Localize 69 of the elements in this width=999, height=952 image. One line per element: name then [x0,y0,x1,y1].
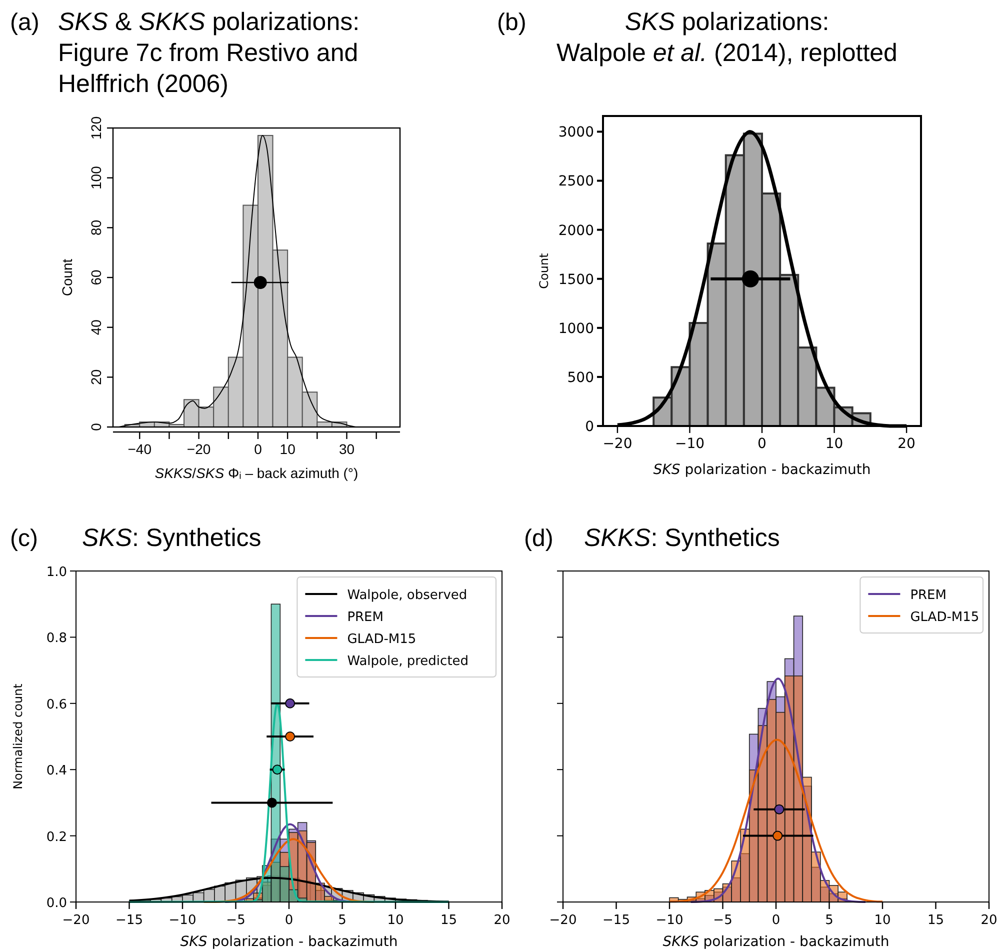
x-tick-label: 5 [338,913,346,928]
y-tick-label: 1500 [558,272,594,288]
x-tick-label: −40 [128,441,152,457]
y-axis-title: Count [59,258,75,296]
y-axis-title: Normalized count [11,683,25,790]
x-tick-label: 10 [825,436,844,452]
x-axis-title: SKKS/SKS Φᵢ – back azimuth (°) [154,465,358,481]
legend-label: GLAD-M15 [347,632,416,647]
y-axis-title: Count [537,252,551,289]
x-tick-label: −20 [186,441,211,457]
y-tick-label: 2500 [558,174,594,190]
y-tick-label: 0.4 [46,764,67,779]
x-tick-label: −5 [226,913,246,928]
y-tick-label: 0 [88,422,104,431]
x-tick-label: −10 [656,913,684,928]
x-tick-label: 20 [980,913,998,928]
x-tick-label: −15 [602,913,630,928]
y-tick-label: 20 [88,369,104,385]
y-tick-label: 0.8 [46,631,67,646]
y-tick-label: 80 [88,220,104,236]
y-tick-label: 0.6 [46,697,67,712]
x-tick-label: 0 [758,436,766,452]
legend-label: PREM [347,610,384,625]
y-tick-label: 1.0 [46,565,67,580]
text: (b) [497,9,526,36]
legend-label: PREM [910,588,947,603]
x-tick-label: 20 [494,913,510,928]
y-tick-label: 1000 [558,320,594,337]
y-tick-label: 60 [88,270,104,286]
legend-label: Walpole, observed [347,588,468,603]
x-tick-label: −15 [116,913,143,928]
x-tick-label: −10 [674,436,704,452]
x-tick-label: −5 [713,913,732,928]
y-tick-label: 2000 [558,222,594,239]
x-tick-label: −20 [62,913,90,928]
x-tick-label: 0 [254,441,262,457]
text: (c) [10,525,38,552]
x-tick-label: −20 [602,436,632,452]
y-tick-label: 120 [88,116,104,140]
x-tick-label: 5 [825,913,834,928]
text: (a) [10,9,40,36]
y-tick-label: 0 [585,419,594,435]
y-tick-label: 0.2 [46,830,67,845]
y-tick-label: 0.0 [46,896,67,911]
text: (d) [524,525,554,552]
x-tick-label: 20 [898,436,916,452]
chart-title: SKS polarizations: Walpole et al. (2014), replotted [556,8,898,67]
x-axis-title: SKKS polarization - backazimuth [662,934,890,950]
chart-title: SKS: Synthetics [82,524,262,552]
x-axis-title: SKS polarization - backazimuth [180,934,398,950]
chart-title: SKKS: Synthetics [584,524,780,552]
x-tick-label: 0 [772,913,780,928]
y-tick-label: 3000 [558,124,594,141]
x-tick-label: 30 [338,441,355,457]
x-tick-label: 10 [874,913,891,928]
x-tick-label: 10 [387,913,404,928]
x-tick-label: 15 [927,913,944,928]
x-axis-title: SKS polarization - backazimuth [653,462,871,478]
y-tick-label: 500 [567,370,594,386]
x-tick-label: 15 [440,913,458,928]
legend-label: Walpole, predicted [347,654,469,669]
y-tick-label: 40 [88,319,104,336]
chart-title: SKS & SKKS polarizations: Figure 7c from Restivo and Helffrich (2006) [58,8,360,98]
legend-label: GLAD-M15 [910,610,980,625]
x-tick-label: −10 [168,913,196,928]
x-tick-label: −20 [549,913,577,928]
y-tick-label: 100 [88,166,104,190]
x-tick-label: 10 [280,441,296,457]
x-tick-label: 0 [284,913,294,928]
